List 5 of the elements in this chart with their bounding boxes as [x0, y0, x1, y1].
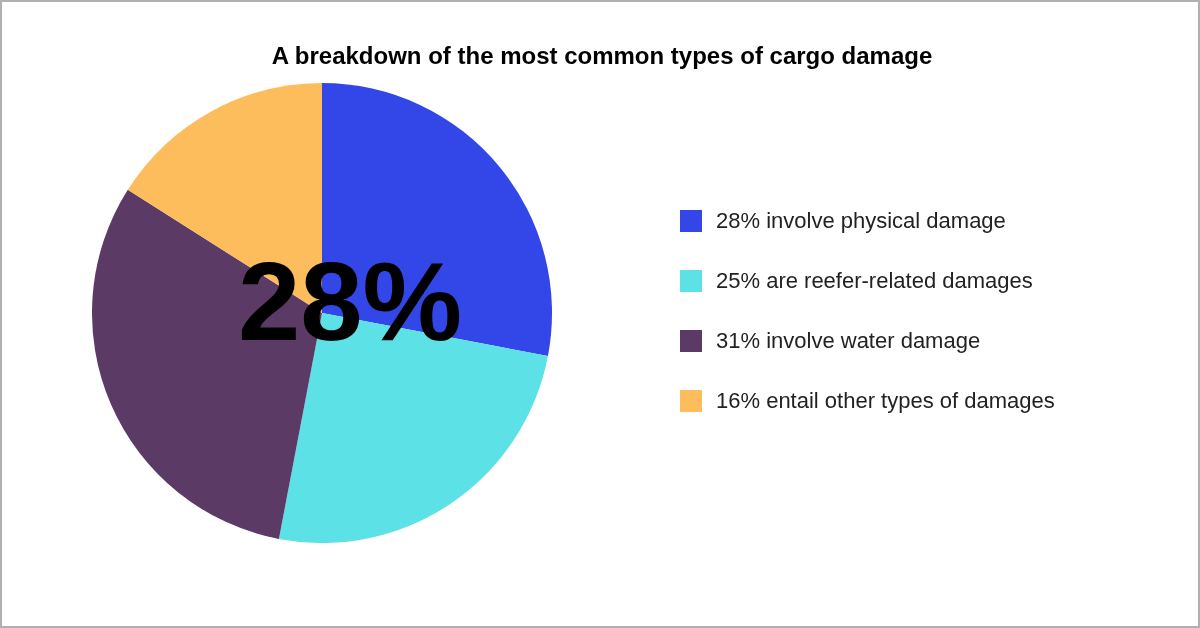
legend-label: 16% entail other types of damages	[716, 388, 1055, 414]
legend-label: 28% involve physical damage	[716, 208, 1006, 234]
legend-label: 31% involve water damage	[716, 328, 981, 354]
chart-title: A breakdown of the most common types of cargo damage	[270, 42, 934, 70]
legend-label: 25% are reefer-related damages	[716, 268, 1033, 294]
